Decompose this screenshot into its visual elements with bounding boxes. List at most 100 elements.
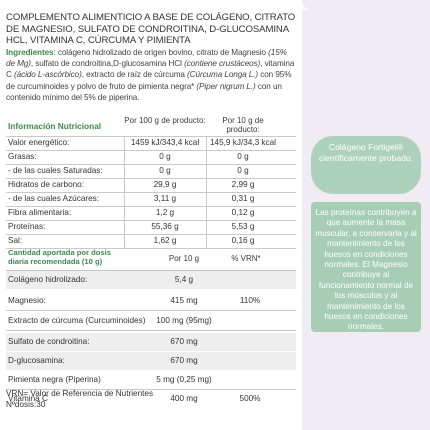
dose-table-title: Cantidad aportada por dosis diaria recom…	[8, 248, 111, 266]
dose-amount: 400 mg	[170, 394, 198, 403]
nutrient-name: - de las cuales Saturadas:	[8, 166, 103, 175]
ingredients-part: (Cúrcuma Longa L.)	[187, 70, 259, 80]
table-divider	[6, 178, 296, 179]
nutrient-name: Hidratos de carbono:	[8, 180, 85, 189]
dose-row: Sulfato de condroitina: 670 mg	[6, 333, 296, 351]
dose-table-header: Cantidad aportada por dosis diaria recom…	[6, 248, 296, 270]
column-divider	[124, 136, 125, 248]
vrn-header: % VRN*	[231, 254, 261, 263]
nutrient-name: Grasas:	[8, 152, 37, 161]
health-claims-text: Las proteínas contribuyen a que aumente …	[315, 208, 417, 332]
per-dose-header: Por 10 g	[168, 254, 200, 263]
ingredients-text: Ingredientes: colágeno hidrolizado de or…	[6, 47, 296, 103]
table-divider	[6, 248, 296, 249]
dose-amount: 100 mg (95mg)	[156, 316, 212, 325]
value-per-10g: 0,12 g	[231, 208, 255, 217]
ingredients-part: , vitamina C	[6, 59, 295, 80]
table-divider	[6, 136, 296, 137]
table-divider	[6, 270, 296, 271]
nutrition-table-title: Información Nutricional	[8, 121, 102, 131]
top-strip	[0, 0, 430, 10]
dose-amount: 415 mg	[170, 296, 198, 305]
nutrient-name: Fibra alimentaria:	[8, 208, 72, 217]
dose-count: Nºdosis:30	[6, 400, 46, 409]
table-row: Valor energético: 1459 kJ/343,4 kcal 145,9…	[6, 137, 296, 150]
footnotes: VRN= Valor de Referencia de Nutrientes N…	[6, 388, 153, 410]
dose-ingredient-name: Magnesio:	[8, 296, 46, 305]
column-divider	[206, 136, 207, 248]
table-row: - de las cuales Azúcares: 3,11 g 0,31 g	[6, 193, 296, 206]
table-divider	[6, 310, 296, 311]
dose-ingredient-name: Vitamina C	[8, 394, 48, 403]
value-per-100g: 1,62 g	[153, 236, 177, 245]
value-per-100g: 0 g	[159, 166, 171, 175]
table-row: - de las cuales Saturadas: 0 g 0 g	[6, 165, 296, 178]
vrn-footnote: VRN= Valor de Referencia de Nutrientes	[6, 389, 154, 398]
dose-ingredient-name: Sulfato de condroitina:	[8, 337, 90, 346]
table-divider	[6, 389, 296, 390]
fortigel-badge	[311, 136, 421, 194]
value-per-10g: 5,53 g	[231, 222, 255, 231]
dose-amount: 670 mg	[170, 337, 198, 346]
dose-row: Extracto de cúrcuma (Curcuminoides) 100 m…	[6, 312, 296, 330]
dose-row: D-glucosamina: 670 mg	[6, 352, 296, 370]
dose-ingredient-name: Extracto de cúrcuma (Curcuminoides)	[8, 316, 146, 325]
per-10g-header: Por 10 g de producto:	[222, 116, 264, 134]
table-divider	[6, 220, 296, 221]
table-divider	[6, 164, 296, 165]
value-per-100g: 0 g	[159, 152, 171, 161]
ingredients-part: (15% de Mg)	[6, 48, 287, 69]
table-divider	[6, 234, 296, 235]
ingredients-part: : colágeno hidrolizado de origen bovino,…	[53, 48, 269, 57]
health-claims-box	[311, 202, 421, 332]
value-per-10g: 0 g	[237, 152, 249, 161]
table-row: Sal: 1,62 g 0,16 g	[6, 235, 296, 248]
per-100g-header: Por 100 g de producto:	[124, 116, 206, 125]
ingredients-part: , sulfato de condroitina,D-glucosamina H…	[30, 59, 185, 69]
table-row: Grasas: 0 g 0 g	[6, 151, 296, 164]
table-divider	[6, 192, 296, 193]
dose-vrn: 500%	[239, 394, 261, 403]
ingredients-part: con 95% de curcuminoides y polvo de frut…	[6, 70, 292, 91]
value-per-10g: 2,99 g	[231, 180, 255, 189]
value-per-10g: 145,9 kJ/34,3 kcal	[210, 138, 276, 147]
table-row: Hidratos de carbono: 29,9 g 2,99 g	[6, 179, 296, 192]
value-per-10g: 0 g	[237, 166, 249, 175]
ingredients-part: (contiene crustáceos)	[184, 59, 261, 69]
table-divider	[6, 206, 296, 207]
table-row: Proteínas: 55,36 g 5,53 g	[6, 221, 296, 234]
nutrient-name: - de las cuales Azúcares:	[8, 194, 100, 203]
dose-row: Magnesio: 415 mg 110%	[6, 292, 296, 310]
value-per-100g: 1459 kJ/343,4 kcal	[130, 138, 200, 147]
value-per-100g: 55,36 g	[151, 222, 179, 231]
nutrient-name: Proteínas:	[8, 222, 46, 231]
dose-ingredient-name: Colágeno hidrolizado:	[8, 275, 88, 284]
dose-vrn: 110%	[239, 296, 261, 305]
product-title: COMPLEMENTO ALIMENTICIO A BASE DE COLÁGE…	[6, 12, 296, 46]
value-per-10g: 0,31 g	[231, 194, 255, 203]
ingredients-part: , extracto de raíz de cúrcuma	[81, 70, 188, 80]
dose-ingredient-name: D-glucosamina:	[8, 356, 65, 365]
nutrition-table-header: Información Nutricional Por 100 g de pro…	[6, 116, 296, 136]
top-strip-tint	[302, 0, 430, 10]
nutrient-name: Sal:	[8, 236, 23, 245]
value-per-100g: 1,2 g	[155, 208, 175, 217]
dose-row: Pimienta negra (Piperina) 5 mg (0,25 mg)	[6, 371, 296, 389]
value-per-10g: 0,16 g	[231, 236, 255, 245]
ingredients-part: (Piper nigrum L.)	[196, 81, 256, 91]
value-per-100g: 29,9 g	[153, 180, 177, 189]
ingredients-part: con un contenido mínimo del 5% de piperi…	[6, 81, 282, 102]
dose-row: Vitamina C 400 mg 500%	[6, 390, 296, 408]
ingredients-label: Ingredientes	[6, 48, 54, 57]
dose-amount: 5 mg (0,25 mg)	[156, 375, 212, 384]
fortigel-badge-text: Colágeno Fortigel® científicamente proba…	[318, 142, 414, 163]
ingredients-part: (ácido L-ascórbico)	[14, 70, 82, 80]
table-divider	[6, 150, 296, 151]
nutrient-name: Valor energético:	[8, 138, 70, 147]
dose-amount: 5,4 g	[174, 275, 194, 284]
dose-amount: 670 mg	[170, 356, 198, 365]
value-per-100g: 3,11 g	[153, 194, 177, 203]
table-divider	[6, 330, 296, 331]
dose-ingredient-name: Pimienta negra (Piperina)	[8, 375, 101, 384]
table-row: Fibra alimentaria: 1,2 g 0,12 g	[6, 207, 296, 220]
